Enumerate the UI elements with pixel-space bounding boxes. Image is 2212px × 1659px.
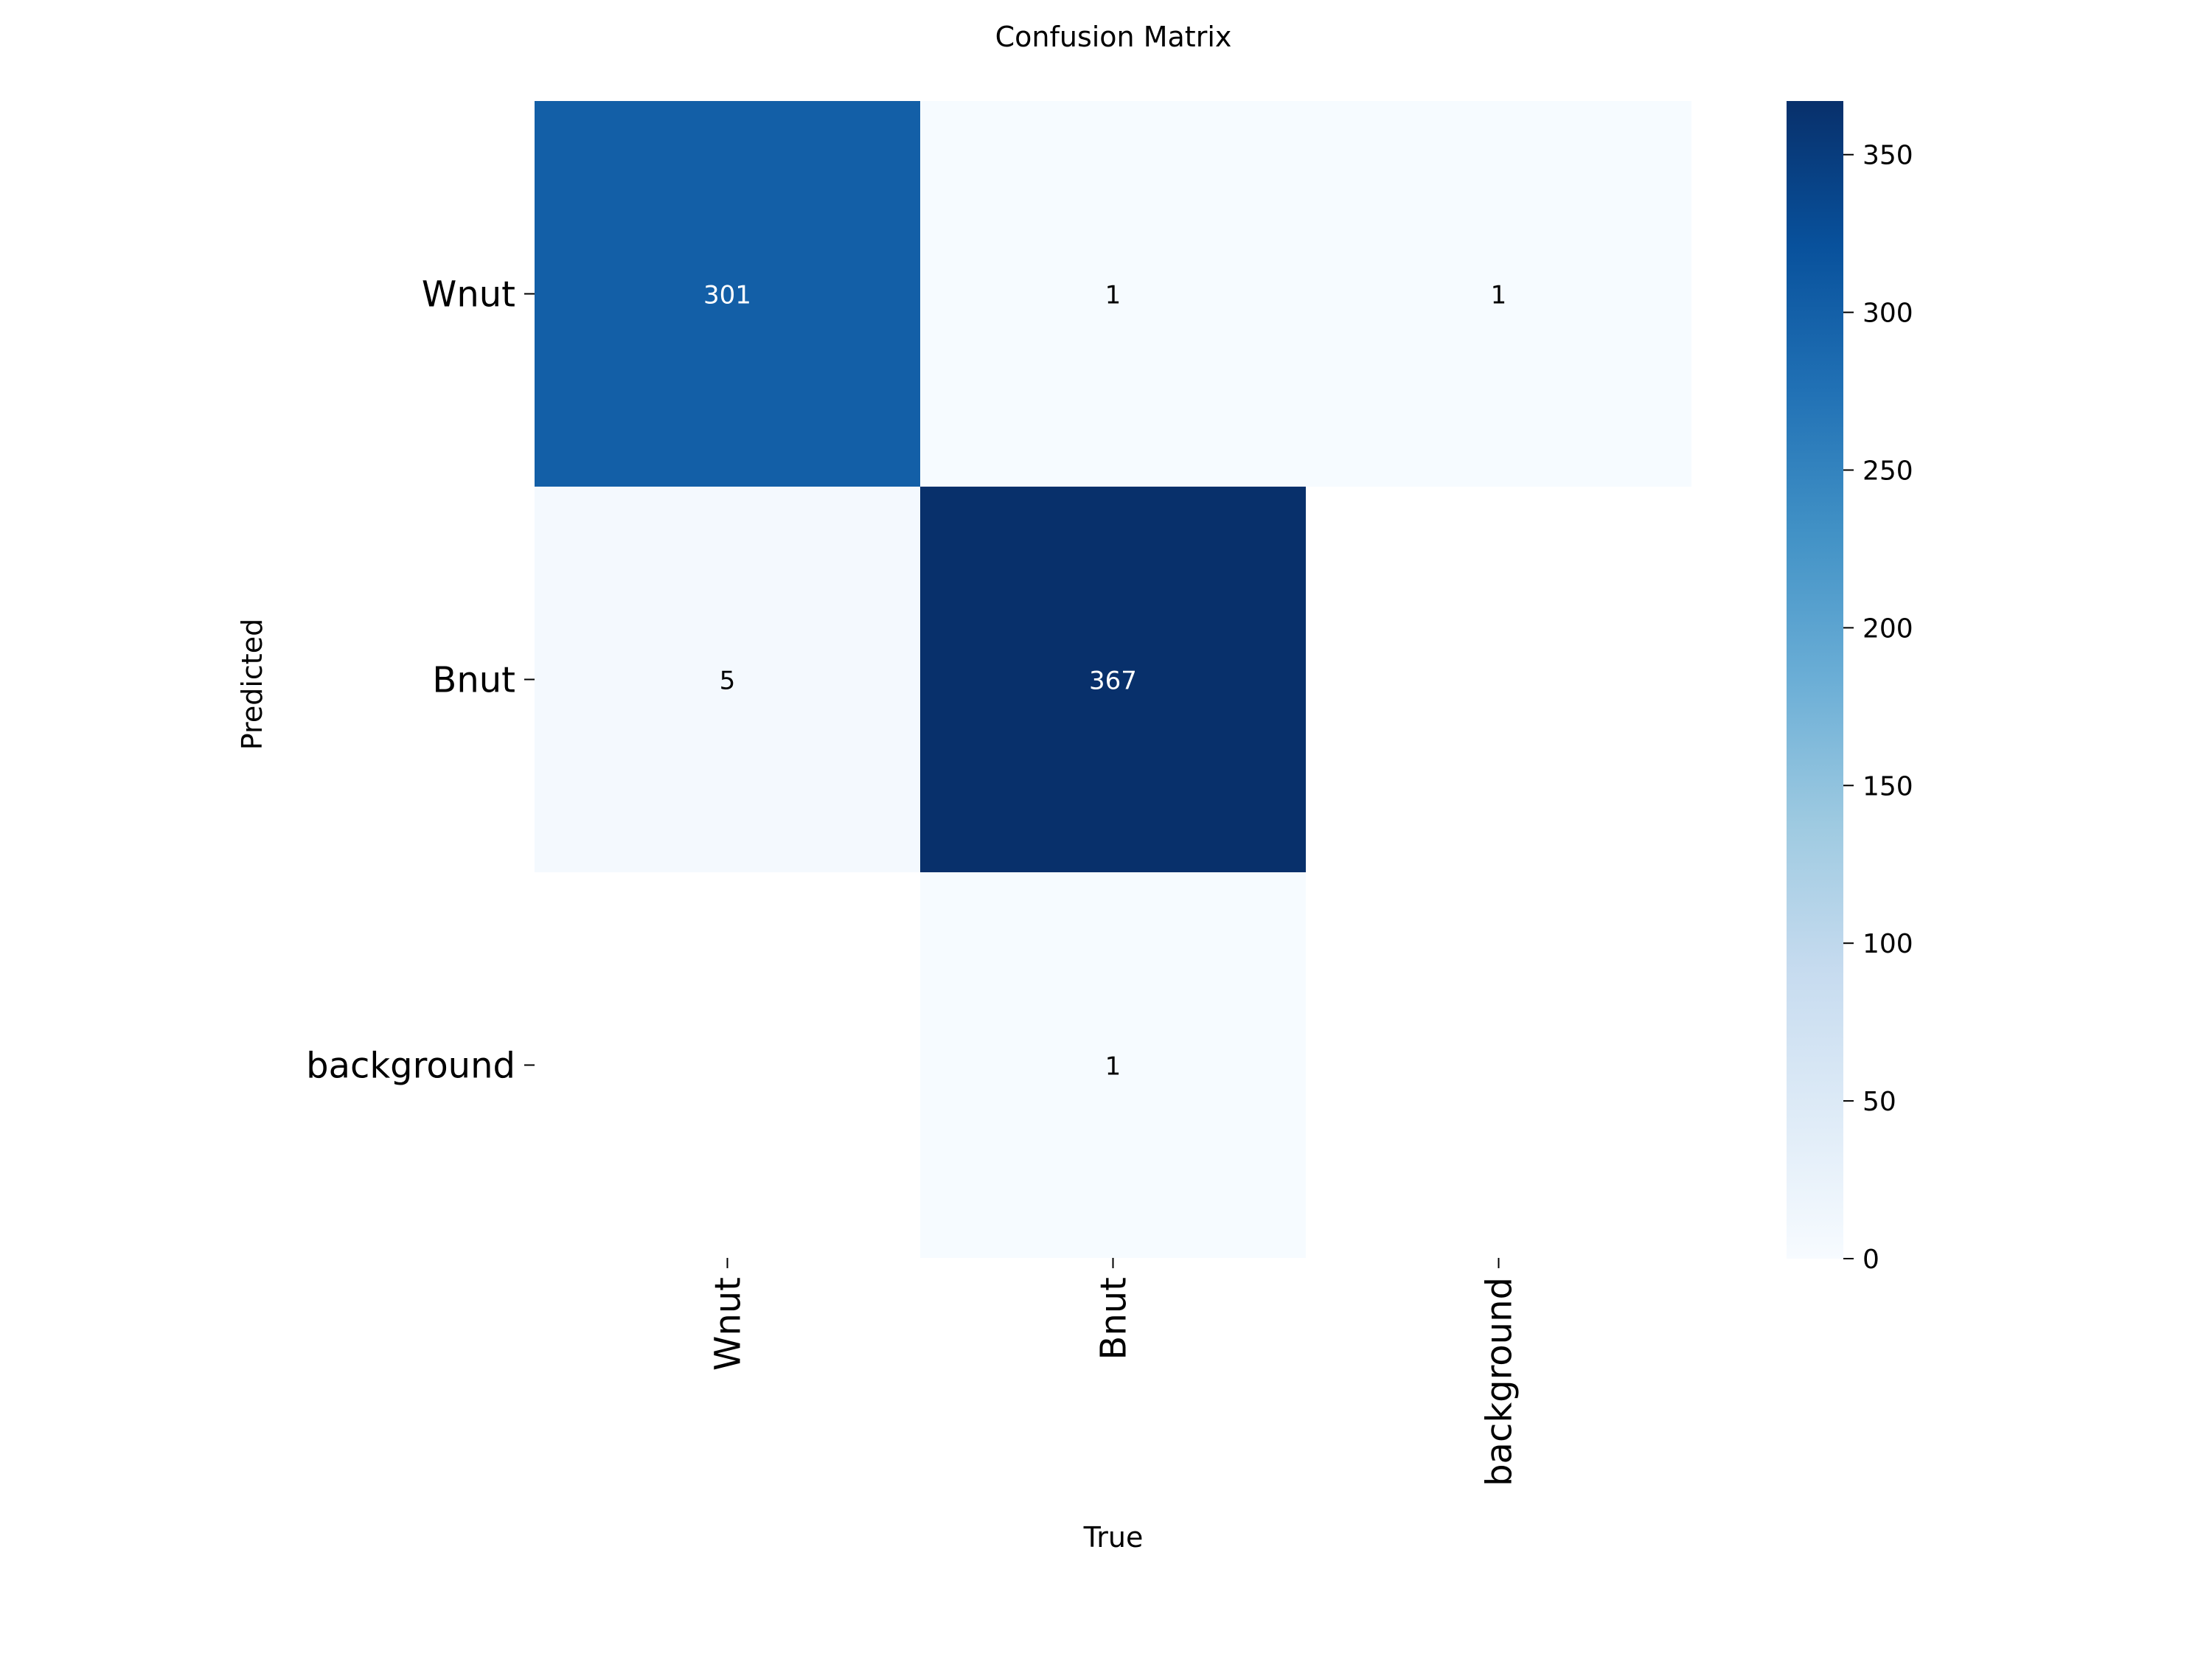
y-tick-label-0: Wnut (422, 274, 515, 316)
colorbar-tick-label-6: 300 (1863, 299, 1913, 329)
colorbar-tick-label-0: 0 (1863, 1245, 1879, 1275)
cell-value-label-0-1: 1 (1105, 281, 1121, 310)
x-axis-label: True (1083, 1521, 1144, 1554)
cell-value-label-0-0: 301 (703, 281, 751, 310)
heatmap-cell-1-0 (535, 487, 920, 872)
colorbar (1787, 101, 1843, 1259)
heatmap-cell-2-1 (920, 872, 1306, 1258)
x-tick-label-1: Bnut (1093, 1277, 1135, 1360)
colorbar-tick-label-7: 350 (1863, 141, 1913, 171)
cell-value-label-1-0: 5 (720, 667, 736, 696)
heatmap-cell-0-0 (535, 101, 920, 487)
heatmap-cell-0-1 (920, 101, 1306, 487)
x-tick-label-2: background (1479, 1277, 1520, 1486)
y-tick-label-2: background (306, 1046, 515, 1087)
x-tick-label-0: Wnut (708, 1277, 749, 1371)
y-axis-label: Predicted (236, 619, 268, 750)
colorbar-tick-label-1: 50 (1863, 1087, 1896, 1117)
colorbar-tick-label-5: 250 (1863, 456, 1913, 487)
colorbar-tick-label-4: 200 (1863, 613, 1913, 644)
y-tick-label-1: Bnut (432, 660, 515, 701)
cell-value-labels: 301 1 1 5 367 1 (703, 281, 1506, 1082)
colorbar-tick-label-2: 100 (1863, 929, 1913, 959)
y-axis: Wnut Bnut background (306, 274, 535, 1087)
colorbar-tick-label-3: 150 (1863, 771, 1913, 801)
cell-value-label-2-1: 1 (1105, 1052, 1121, 1082)
heatmap-cells (535, 101, 1691, 1258)
chart-title: Confusion Matrix (995, 21, 1232, 53)
x-axis: Wnut Bnut background (708, 1258, 1520, 1486)
heatmap-cell-0-2 (1306, 101, 1691, 487)
cell-value-label-1-1: 367 (1089, 667, 1137, 696)
heatmap-cell-1-1 (920, 487, 1306, 872)
cell-value-label-0-2: 1 (1491, 281, 1507, 310)
colorbar-ticks: 0 50 100 150 200 250 300 350 (1843, 141, 1913, 1275)
